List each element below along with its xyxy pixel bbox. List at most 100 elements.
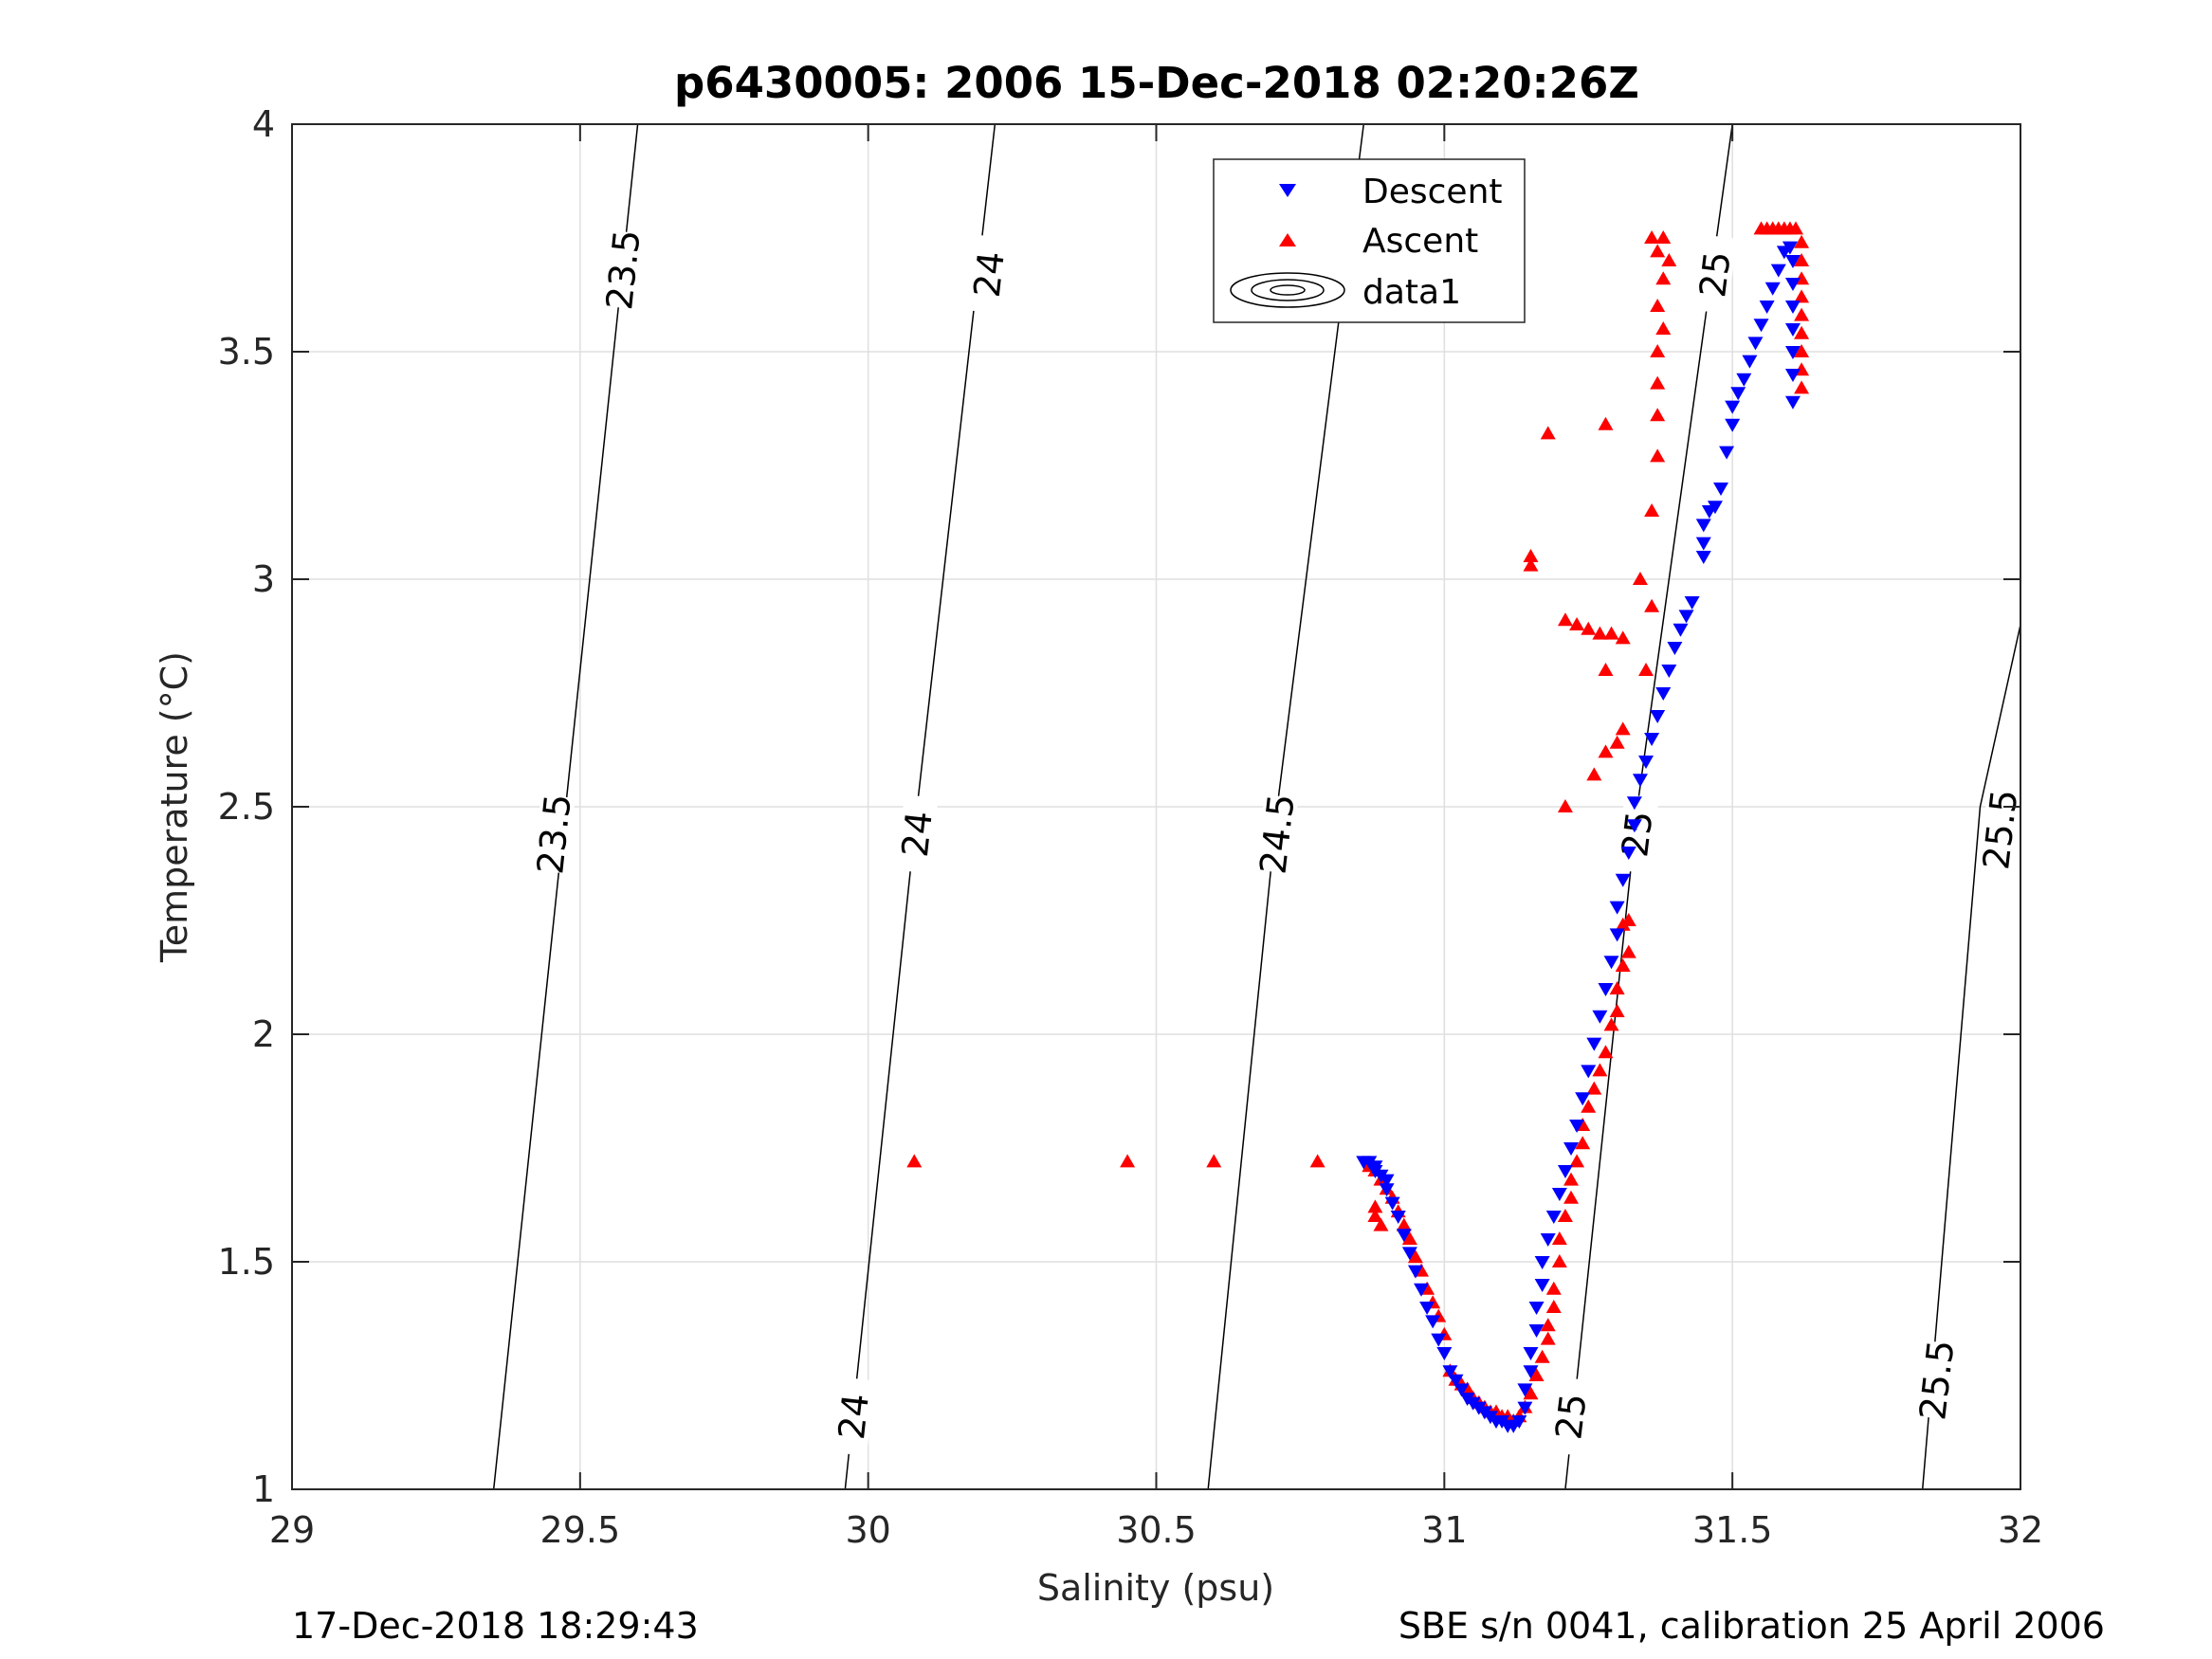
- ascent-point: [1309, 1154, 1325, 1168]
- ascent-point: [1661, 253, 1677, 266]
- descent-point: [1545, 1211, 1562, 1224]
- descent-point: [1713, 483, 1729, 496]
- descent-point: [1557, 1165, 1573, 1178]
- ascent-point: [1581, 1099, 1597, 1113]
- contour-label: 25: [1691, 249, 1739, 300]
- descent-point: [1695, 537, 1711, 551]
- descent-point: [1736, 373, 1752, 387]
- descent-point: [1784, 323, 1801, 337]
- descent-point: [1673, 623, 1689, 637]
- ascent-point: [1794, 234, 1810, 248]
- descent-point: [1626, 796, 1642, 811]
- descent-point: [1650, 710, 1666, 723]
- descent-point: [1390, 1211, 1406, 1224]
- ascent-point: [1401, 1231, 1417, 1245]
- descent-point: [1695, 519, 1711, 533]
- ascent-point: [1655, 230, 1672, 244]
- descent-point: [1725, 418, 1741, 432]
- ascent-point: [1534, 1349, 1550, 1363]
- descent-point: [1784, 278, 1801, 291]
- y-tick-label: 3.5: [218, 331, 275, 373]
- footer-calibration: SBE s/n 0041, calibration 25 April 2006: [1398, 1605, 2105, 1647]
- ascent-point: [1794, 344, 1810, 357]
- contour-label-background: [602, 229, 645, 310]
- descent-point: [1453, 1383, 1470, 1397]
- descent-point: [1776, 246, 1792, 260]
- descent-point: [1528, 1302, 1545, 1315]
- contour-label: 25.5: [1911, 1338, 1962, 1422]
- ascent-point: [1373, 1217, 1389, 1231]
- descent-point: [1784, 369, 1801, 382]
- contour-label-background: [1915, 1340, 1959, 1420]
- contour-label-background: [896, 794, 939, 874]
- ascent-point: [1581, 621, 1597, 635]
- ascent-point: [1650, 448, 1666, 463]
- descent-point: [1747, 337, 1764, 351]
- ascent-point: [1650, 244, 1666, 258]
- x-axis-label: Salinity (psu): [1037, 1567, 1274, 1609]
- ascent-point: [1655, 271, 1672, 285]
- descent-point: [1586, 1037, 1602, 1051]
- ascent-point: [1650, 299, 1666, 312]
- legend: Descent Ascent data1: [1213, 158, 1526, 323]
- descent-point: [1661, 665, 1677, 678]
- descent-point: [1401, 1247, 1417, 1261]
- descent-point: [1620, 847, 1636, 860]
- contour-label: 24: [831, 1392, 877, 1442]
- descent-point: [1759, 301, 1775, 314]
- ascent-point: [1551, 1254, 1567, 1267]
- descent-point: [1517, 1401, 1533, 1415]
- y-axis-tick-labels: 1 1.5 2 2.5 3 3.5 4: [218, 103, 275, 1510]
- ascent-point: [1598, 744, 1614, 758]
- descent-point: [1523, 1347, 1539, 1360]
- descent-point: [1609, 928, 1625, 942]
- y-tick-label: 2: [252, 1013, 275, 1055]
- contour-label: 24: [966, 249, 1013, 300]
- descent-point: [1764, 282, 1781, 296]
- ascent-point: [1644, 598, 1660, 612]
- descent-point: [1528, 1324, 1545, 1338]
- descent-point: [1425, 1315, 1441, 1329]
- descent-point: [1742, 355, 1758, 369]
- descent-point: [1784, 346, 1801, 359]
- ascent-point: [1794, 253, 1810, 266]
- ascent-point: [1592, 626, 1608, 640]
- contour-label-background: [1693, 234, 1737, 315]
- ascent-point: [1540, 1318, 1556, 1332]
- descent-point: [1753, 319, 1769, 333]
- descent-point: [1551, 1188, 1567, 1201]
- ascent-point: [1655, 321, 1672, 335]
- descent-point: [1517, 1383, 1533, 1397]
- descent-point: [1725, 400, 1741, 414]
- descent-point: [1414, 1283, 1430, 1297]
- ascent-point: [1545, 1300, 1562, 1313]
- contour-label: 25: [1614, 809, 1661, 859]
- contour-label-background: [968, 234, 1011, 315]
- x-tick-label: 31.5: [1692, 1509, 1773, 1551]
- descent-point: [1563, 1142, 1580, 1156]
- ascent-point: [1609, 981, 1625, 994]
- descent-point: [1431, 1333, 1447, 1347]
- descent-point: [1684, 596, 1700, 610]
- ascent-point: [1609, 735, 1625, 749]
- contour-label: 23.5: [598, 228, 649, 312]
- descent-point: [1356, 1156, 1372, 1170]
- ascent-point: [1545, 1281, 1562, 1295]
- legend-ascent-marker: [1279, 233, 1296, 246]
- legend-ascent-label: Ascent: [1362, 222, 1478, 261]
- descent-point: [1384, 1196, 1400, 1211]
- descent-point: [1419, 1302, 1435, 1315]
- ascent-point: [1367, 1199, 1383, 1213]
- ascent-point: [1551, 1231, 1567, 1245]
- descent-point: [1523, 1365, 1539, 1379]
- density-contour-line: [1921, 624, 2021, 1490]
- ascent-point: [1586, 1081, 1602, 1095]
- descent-point: [1367, 1165, 1383, 1178]
- x-tick-label: 30: [845, 1509, 890, 1551]
- descent-point: [1784, 255, 1801, 268]
- descent-point: [1448, 1374, 1464, 1388]
- x-axis-tick-labels: 29 29.5 30 30.5 31 31.5 32: [269, 1509, 2043, 1551]
- descent-point: [1379, 1174, 1395, 1188]
- legend-descent-label: Descent: [1362, 173, 1503, 211]
